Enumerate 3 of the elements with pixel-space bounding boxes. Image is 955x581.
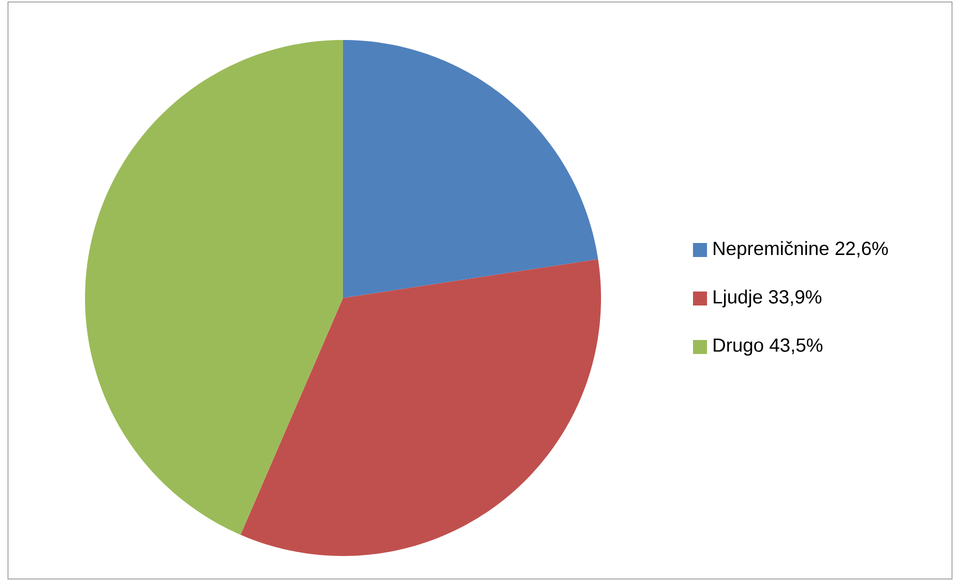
legend-label: Ljudje 33,9% bbox=[714, 290, 822, 308]
legend-label: Nepremičnine 22,6% bbox=[714, 241, 888, 259]
legend-label: Drugo 43,5% bbox=[714, 338, 822, 356]
